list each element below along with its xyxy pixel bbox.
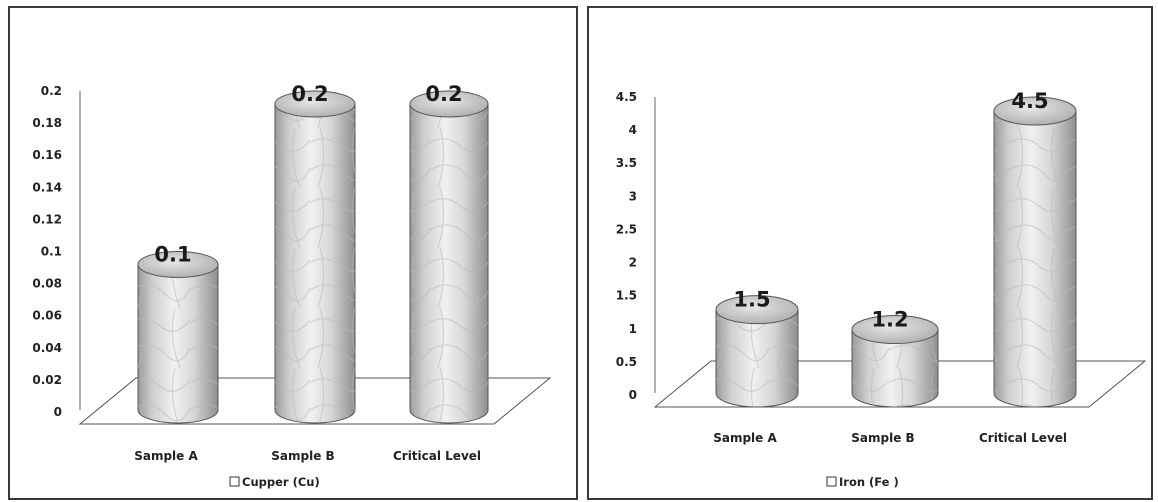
data-label: 0.2 [425,82,462,106]
x-tick-label: Sample B [271,449,334,463]
bar-texture [410,104,488,423]
bar-texture [716,309,798,407]
y-tick-label: 0.1 [41,245,62,259]
copper-chart-panel: 0 0.02 0.04 0.06 0.08 0.1 0.12 0.14 0.16 0.18 0.2 0… [8,6,578,500]
legend-swatch [826,476,837,487]
x-tick-label: Critical Level [393,449,481,463]
bar-sample-b [274,90,356,424]
bar-texture [275,104,355,423]
copper-chart: 0 0.02 0.04 0.06 0.08 0.1 0.12 0.14 0.16 0.18 0.2 0… [32,82,552,489]
y-tick-label: 3 [629,189,637,203]
legend-label: Iron (Fe ) [839,475,899,489]
y-tick-label: 4 [629,123,637,137]
y-tick-label: 0.06 [32,309,62,323]
data-label: 0.2 [291,82,328,106]
iron-chart-panel: 0 0.5 1 1.5 2 2.5 3 3.5 4 4.5 1.5 Sample A 1.2 Sample… [587,6,1153,500]
y-tick-label: 0.2 [41,84,62,98]
bar-top [715,295,799,325]
data-label: 4.5 [1011,89,1048,113]
y-tick-label: 0.5 [616,355,637,369]
y-tick-label: 0.16 [32,148,62,162]
y-tick-label: 2.5 [616,222,637,236]
y-tick-label: 1 [629,322,637,336]
y-tick-label: 0 [54,405,62,419]
y-tick-label: 0.02 [32,373,62,387]
y-tick-label: 0 [629,388,637,402]
legend-swatch [229,476,240,487]
bar-top [409,90,489,118]
legend: Cupper (Cu) [229,475,320,489]
x-tick-label: Sample B [851,431,914,445]
y-tick-label: 0.08 [32,277,62,291]
bar-critical-level [993,96,1077,408]
y-tick-label: 0.14 [32,180,62,194]
data-label: 0.1 [154,243,191,267]
y-tick-label: 3.5 [616,156,637,170]
y-tick-label: 0.18 [32,116,62,130]
x-tick-label: Sample A [134,449,198,463]
bar-top [851,315,939,345]
bar-sample-a [137,251,219,424]
legend: Iron (Fe ) [826,475,899,489]
bar-texture [138,264,218,423]
legend-label: Cupper (Cu) [242,475,320,489]
data-label: 1.2 [871,308,908,332]
bar-sample-a [715,295,799,408]
bar-top [137,251,219,278]
y-tick-label: 1.5 [616,289,637,303]
bar-top [274,90,356,118]
x-tick-label: Sample A [713,431,777,445]
bar-sample-b [851,315,939,408]
y-tick-label: 4.5 [616,90,637,104]
bar-critical-level [409,90,489,424]
x-tick-label: Critical Level [979,431,1067,445]
iron-chart: 0 0.5 1 1.5 2 2.5 3 3.5 4 4.5 1.5 Sample A 1.2 Sample… [616,89,1147,489]
bar-texture [852,329,938,407]
bar-texture [994,111,1076,407]
y-tick-label: 2 [629,256,637,270]
bar-top [993,96,1077,126]
y-tick-label: 0.04 [32,341,62,355]
data-label: 1.5 [733,288,770,312]
y-tick-label: 0.12 [32,212,62,226]
